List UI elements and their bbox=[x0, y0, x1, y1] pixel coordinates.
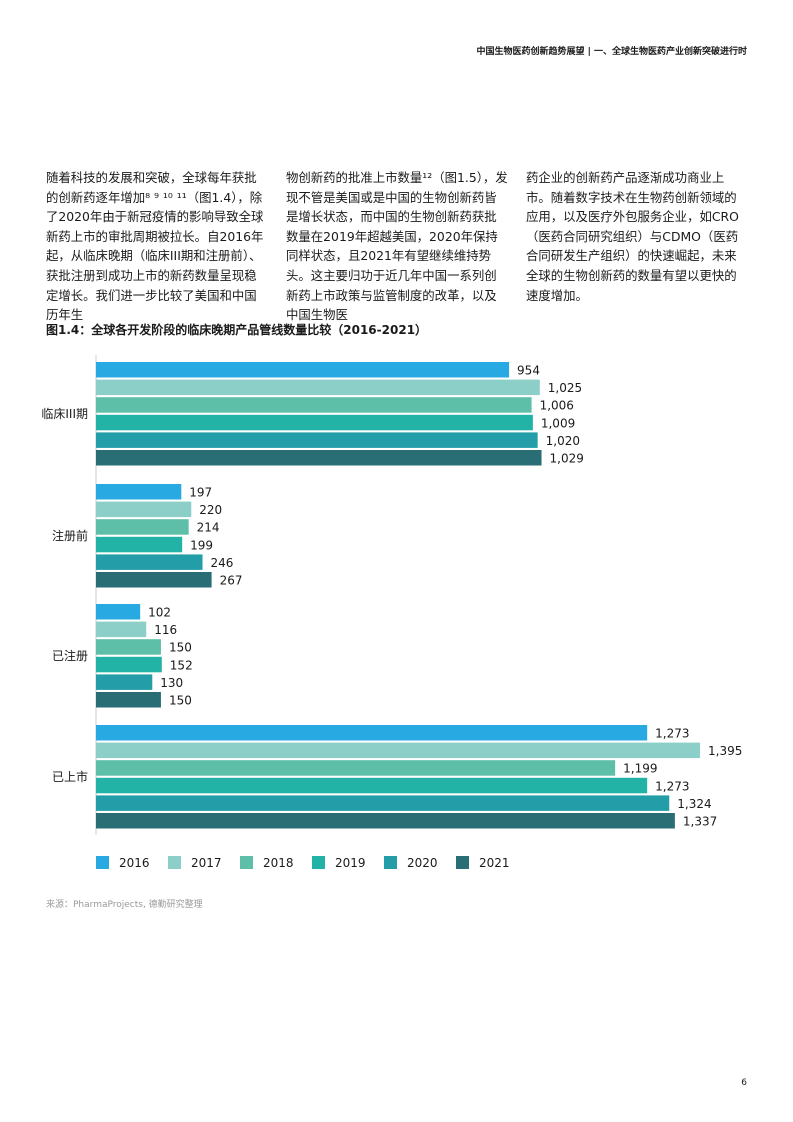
body-text-2: 物创新药的批准上市数量¹²（图1.5），发现不管是美国或是中国的生物创新药皆是增… bbox=[286, 168, 508, 325]
body-column-1: 随着科技的发展和突破，全球每年获批的创新药逐年增加⁸ ⁹ ¹⁰ ¹¹（图1.4）… bbox=[46, 168, 268, 325]
data-label: 1,029 bbox=[550, 452, 584, 466]
data-label: 1,009 bbox=[541, 416, 575, 430]
bar-2021-3 bbox=[96, 813, 675, 829]
bar-2021-1 bbox=[96, 572, 212, 588]
data-label: 267 bbox=[220, 574, 243, 588]
legend-label: 2021 bbox=[479, 856, 510, 870]
category-label: 注册前 bbox=[52, 528, 88, 543]
bar-2021-0 bbox=[96, 450, 542, 466]
source-note: 来源：PharmaProjects, 德勤研究整理 bbox=[46, 897, 203, 910]
running-header: 中国生物医药创新趋势展望 | 一、全球生物医药产业创新突破进行时 bbox=[476, 44, 747, 57]
bar-2016-1 bbox=[96, 484, 181, 500]
data-label: 130 bbox=[160, 676, 183, 690]
legend-label: 2020 bbox=[407, 856, 438, 870]
data-label: 1,324 bbox=[677, 797, 711, 811]
bar-2020-2 bbox=[96, 674, 152, 690]
bar-2016-2 bbox=[96, 604, 140, 620]
bar-2020-3 bbox=[96, 795, 669, 811]
figure-title: 图1.4：全球各开发阶段的临床晚期产品管线数量比较（2016-2021） bbox=[46, 321, 427, 338]
legend-swatch-2020 bbox=[384, 856, 397, 869]
data-label: 197 bbox=[189, 486, 212, 500]
page-number: 6 bbox=[741, 1078, 747, 1088]
body-text-3: 药企业的创新药产品逐渐成功商业上市。随着数字技术在生物药创新领域的应用，以及医疗… bbox=[526, 168, 748, 305]
body-column-3: 药企业的创新药产品逐渐成功商业上市。随着数字技术在生物药创新领域的应用，以及医疗… bbox=[526, 168, 748, 305]
bar-2017-0 bbox=[96, 380, 540, 396]
data-label: 150 bbox=[169, 641, 192, 655]
bar-2019-1 bbox=[96, 537, 182, 553]
bar-2016-3 bbox=[96, 725, 647, 741]
data-label: 214 bbox=[197, 521, 220, 535]
data-label: 1,273 bbox=[655, 779, 689, 793]
bar-2018-3 bbox=[96, 760, 615, 776]
bar-2019-0 bbox=[96, 415, 533, 431]
legend-label: 2018 bbox=[263, 856, 294, 870]
legend-swatch-2018 bbox=[240, 856, 253, 869]
category-label: 已注册 bbox=[52, 648, 88, 663]
data-label: 1,395 bbox=[708, 744, 742, 758]
data-label: 150 bbox=[169, 694, 192, 708]
legend-swatch-2021 bbox=[456, 856, 469, 869]
body-text-1: 随着科技的发展和突破，全球每年获批的创新药逐年增加⁸ ⁹ ¹⁰ ¹¹（图1.4）… bbox=[46, 168, 268, 325]
data-label: 102 bbox=[148, 606, 171, 620]
data-label: 220 bbox=[199, 503, 222, 517]
bar-2018-0 bbox=[96, 397, 532, 413]
category-label: 已上市 bbox=[52, 769, 88, 784]
bar-2020-1 bbox=[96, 554, 203, 570]
bar-2021-2 bbox=[96, 692, 161, 708]
bar-2020-0 bbox=[96, 432, 538, 448]
bar-2019-2 bbox=[96, 657, 162, 673]
bar-2019-3 bbox=[96, 778, 647, 794]
legend-label: 2016 bbox=[119, 856, 150, 870]
data-label: 954 bbox=[517, 364, 540, 378]
body-column-2: 物创新药的批准上市数量¹²（图1.5），发现不管是美国或是中国的生物创新药皆是增… bbox=[286, 168, 508, 325]
category-label: 临床III期 bbox=[41, 407, 88, 421]
data-label: 1,025 bbox=[548, 381, 582, 395]
data-label: 1,273 bbox=[655, 727, 689, 741]
data-label: 1,199 bbox=[623, 762, 657, 776]
bar-chart: 临床III期 954 1,025 1,006 1,009 1,020 1,029 注册前 197… bbox=[40, 355, 755, 885]
legend-label: 2017 bbox=[191, 856, 222, 870]
data-label: 1,006 bbox=[540, 399, 574, 413]
data-label: 1,337 bbox=[683, 815, 717, 829]
data-label: 1,020 bbox=[546, 434, 580, 448]
data-label: 199 bbox=[190, 538, 213, 552]
bar-2017-3 bbox=[96, 743, 700, 759]
bar-2017-2 bbox=[96, 622, 146, 638]
legend-swatch-2016 bbox=[96, 856, 109, 869]
bar-2018-2 bbox=[96, 639, 161, 655]
bar-2017-1 bbox=[96, 502, 191, 517]
data-label: 246 bbox=[211, 556, 234, 570]
legend-label: 2019 bbox=[335, 856, 366, 870]
bar-2016-0 bbox=[96, 362, 509, 378]
data-label: 116 bbox=[154, 623, 177, 637]
bar-2018-1 bbox=[96, 519, 189, 535]
legend-swatch-2017 bbox=[168, 856, 181, 869]
data-label: 152 bbox=[170, 658, 193, 672]
legend-swatch-2019 bbox=[312, 856, 325, 869]
